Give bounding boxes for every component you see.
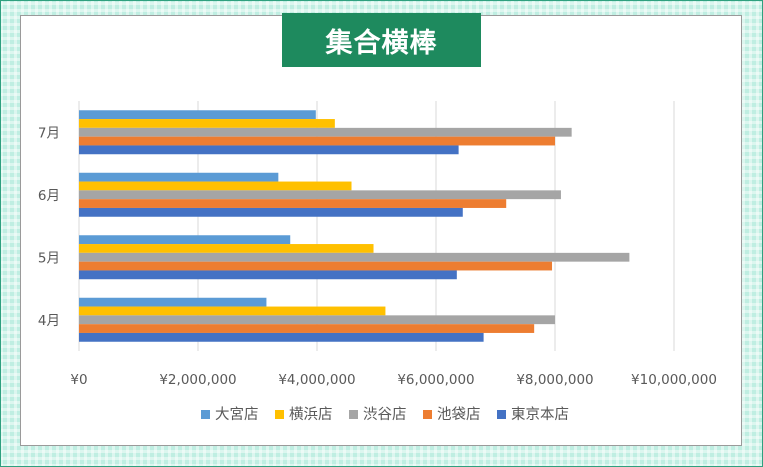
legend-label: 渋谷店 <box>363 406 407 423</box>
y-category-label: 4月 <box>38 313 60 329</box>
y-category-label: 7月 <box>38 125 60 141</box>
bar <box>79 127 572 137</box>
bar <box>79 172 279 182</box>
bar <box>79 244 374 253</box>
legend-swatch <box>497 410 506 419</box>
legend-label: 池袋店 <box>437 406 481 423</box>
y-category-label: 5月 <box>38 250 60 266</box>
x-tick-label: ¥4,000,000 <box>278 372 355 388</box>
x-tick-label: ¥6,000,000 <box>397 372 474 388</box>
bar <box>79 315 555 325</box>
bar <box>79 119 335 128</box>
bar <box>79 235 291 245</box>
x-tick-label: ¥8,000,000 <box>516 372 593 388</box>
bar <box>79 207 463 217</box>
legend-label: 大宮店 <box>215 406 259 423</box>
bar <box>79 190 561 200</box>
bar <box>79 297 267 307</box>
bar <box>79 252 630 262</box>
bar <box>79 324 535 333</box>
bar <box>79 199 507 208</box>
legend-swatch <box>275 410 284 419</box>
x-tick-label: ¥0 <box>70 372 87 388</box>
x-tick-label: ¥10,000,000 <box>631 372 717 388</box>
bar <box>79 332 484 342</box>
bar <box>79 181 352 191</box>
legend-swatch <box>349 410 358 419</box>
bar <box>79 261 553 271</box>
y-category-label: 6月 <box>38 188 60 204</box>
legend-label: 横浜店 <box>289 406 333 423</box>
bar <box>79 306 386 316</box>
legend-label: 東京本店 <box>511 406 569 423</box>
bar <box>79 270 457 280</box>
bar <box>79 110 316 120</box>
bar <box>79 136 555 146</box>
chart-title: 集合横棒 <box>282 13 481 67</box>
chart-panel <box>20 15 742 446</box>
legend-swatch <box>201 410 210 419</box>
bar <box>79 145 459 155</box>
x-tick-label: ¥2,000,000 <box>159 372 236 388</box>
legend-swatch <box>423 410 432 419</box>
